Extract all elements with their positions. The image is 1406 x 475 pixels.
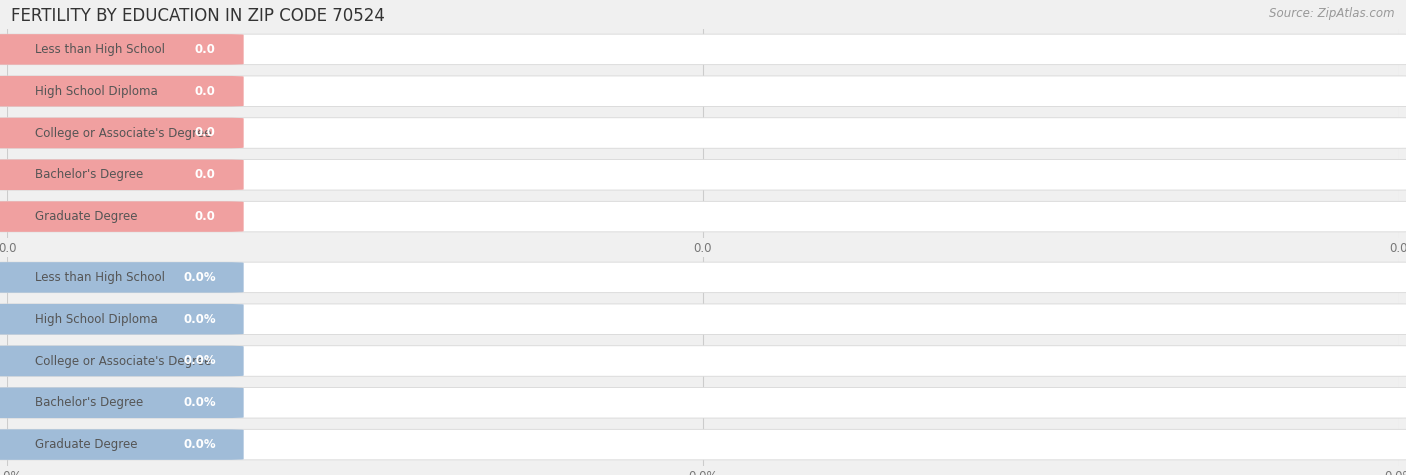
FancyBboxPatch shape <box>0 76 1406 106</box>
Text: Graduate Degree: Graduate Degree <box>35 438 138 451</box>
FancyBboxPatch shape <box>0 262 1406 293</box>
Text: FERTILITY BY EDUCATION IN ZIP CODE 70524: FERTILITY BY EDUCATION IN ZIP CODE 70524 <box>11 7 385 25</box>
FancyBboxPatch shape <box>0 118 243 148</box>
FancyBboxPatch shape <box>0 262 243 293</box>
Text: 0.0%: 0.0% <box>183 396 217 409</box>
FancyBboxPatch shape <box>0 388 1406 418</box>
FancyBboxPatch shape <box>0 346 1406 376</box>
Text: College or Associate's Degree: College or Associate's Degree <box>35 354 211 368</box>
FancyBboxPatch shape <box>0 201 1406 232</box>
FancyBboxPatch shape <box>0 118 1406 148</box>
Text: High School Diploma: High School Diploma <box>35 85 157 98</box>
Text: 0.0: 0.0 <box>195 85 217 98</box>
Text: Less than High School: Less than High School <box>35 43 165 56</box>
FancyBboxPatch shape <box>0 429 243 460</box>
FancyBboxPatch shape <box>0 160 1406 190</box>
Text: 0.0: 0.0 <box>195 210 217 223</box>
Text: Bachelor's Degree: Bachelor's Degree <box>35 396 143 409</box>
FancyBboxPatch shape <box>0 304 1406 334</box>
Text: 0.0%: 0.0% <box>183 438 217 451</box>
Text: Less than High School: Less than High School <box>35 271 165 284</box>
FancyBboxPatch shape <box>0 201 243 232</box>
FancyBboxPatch shape <box>0 304 243 334</box>
Text: High School Diploma: High School Diploma <box>35 313 157 326</box>
Text: 0.0%: 0.0% <box>183 271 217 284</box>
Text: Graduate Degree: Graduate Degree <box>35 210 138 223</box>
FancyBboxPatch shape <box>0 34 1406 65</box>
FancyBboxPatch shape <box>0 388 243 418</box>
FancyBboxPatch shape <box>0 429 1406 460</box>
FancyBboxPatch shape <box>0 160 243 190</box>
FancyBboxPatch shape <box>0 34 243 65</box>
Text: 0.0: 0.0 <box>195 43 217 56</box>
Text: 0.0%: 0.0% <box>183 354 217 368</box>
FancyBboxPatch shape <box>0 346 243 376</box>
FancyBboxPatch shape <box>0 76 243 106</box>
Text: 0.0%: 0.0% <box>183 313 217 326</box>
Text: Source: ZipAtlas.com: Source: ZipAtlas.com <box>1270 7 1395 20</box>
Text: 0.0: 0.0 <box>195 126 217 140</box>
Text: College or Associate's Degree: College or Associate's Degree <box>35 126 211 140</box>
Text: 0.0: 0.0 <box>195 168 217 181</box>
Text: Bachelor's Degree: Bachelor's Degree <box>35 168 143 181</box>
